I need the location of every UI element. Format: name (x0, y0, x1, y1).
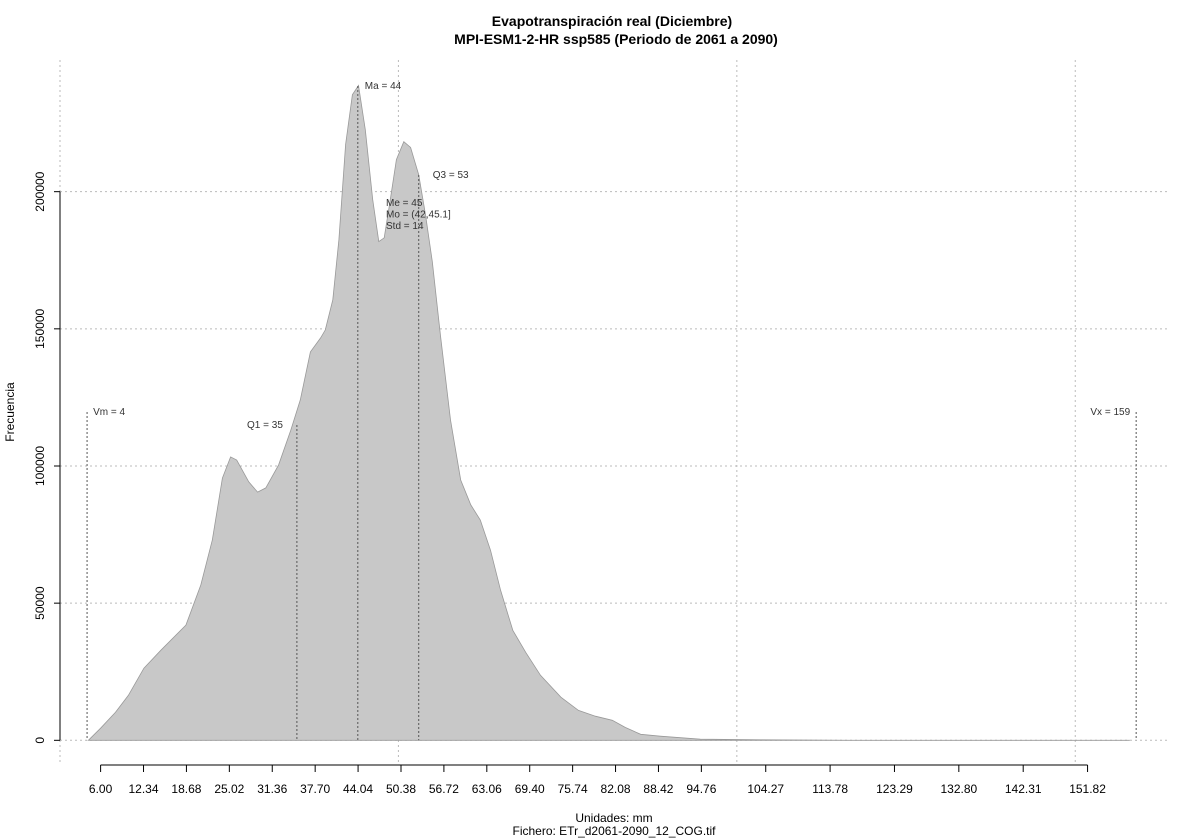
x-tick-label: 37.70 (300, 782, 330, 796)
x-tick-label: 151.82 (1069, 782, 1106, 796)
footer: Fichero: ETr_d2061-2090_12_COG.tif (513, 824, 717, 838)
x-tick-label: 75.74 (558, 782, 588, 796)
x-tick-label: 142.31 (1005, 782, 1042, 796)
density-area (87, 84, 1131, 741)
marker-label: Q1 = 35 (247, 420, 283, 431)
y-tick-label: 200000 (33, 171, 47, 211)
x-tick-label: 63.06 (472, 782, 502, 796)
stat-label: Mo = (42,45.1] (386, 210, 451, 221)
stat-label: Me = 45 (386, 198, 423, 209)
x-tick-label: 50.38 (386, 782, 416, 796)
x-tick-label: 113.78 (812, 782, 848, 796)
x-tick-label: 12.34 (129, 782, 159, 796)
x-tick-label: 25.02 (214, 782, 244, 796)
x-tick-label: 104.27 (747, 782, 784, 796)
y-tick-label: 100000 (33, 446, 47, 486)
y-axis-label: Frecuencia (3, 382, 17, 442)
x-tick-label: 69.40 (515, 782, 545, 796)
x-tick-label: 88.42 (643, 782, 673, 796)
x-tick-label: 18.68 (171, 782, 201, 796)
x-tick-label: 56.72 (429, 782, 459, 796)
marker-label: Vm = 4 (93, 407, 125, 418)
chart-title: Evapotranspiración real (Diciembre) (492, 13, 732, 29)
y-tick-label: 50000 (33, 586, 47, 620)
x-tick-label: 82.08 (601, 782, 631, 796)
stat-label: Std = 14 (386, 221, 424, 232)
x-tick-label: 123.29 (876, 782, 913, 796)
x-tick-label: 6.00 (89, 782, 113, 796)
marker-label: Q3 = 53 (433, 170, 469, 181)
x-tick-label: 31.36 (257, 782, 287, 796)
chart-subtitle: MPI-ESM1-2-HR ssp585 (Periodo de 2061 a … (454, 31, 778, 47)
x-axis-label: Unidades: mm (575, 811, 652, 825)
y-tick-label: 0 (33, 737, 47, 744)
marker-label: Vx = 159 (1090, 407, 1130, 418)
y-tick-label: 150000 (33, 308, 47, 348)
x-tick-label: 132.80 (940, 782, 977, 796)
x-tick-label: 44.04 (343, 782, 373, 796)
x-tick-label: 94.76 (686, 782, 716, 796)
marker-label: Ma = 44 (365, 81, 402, 92)
